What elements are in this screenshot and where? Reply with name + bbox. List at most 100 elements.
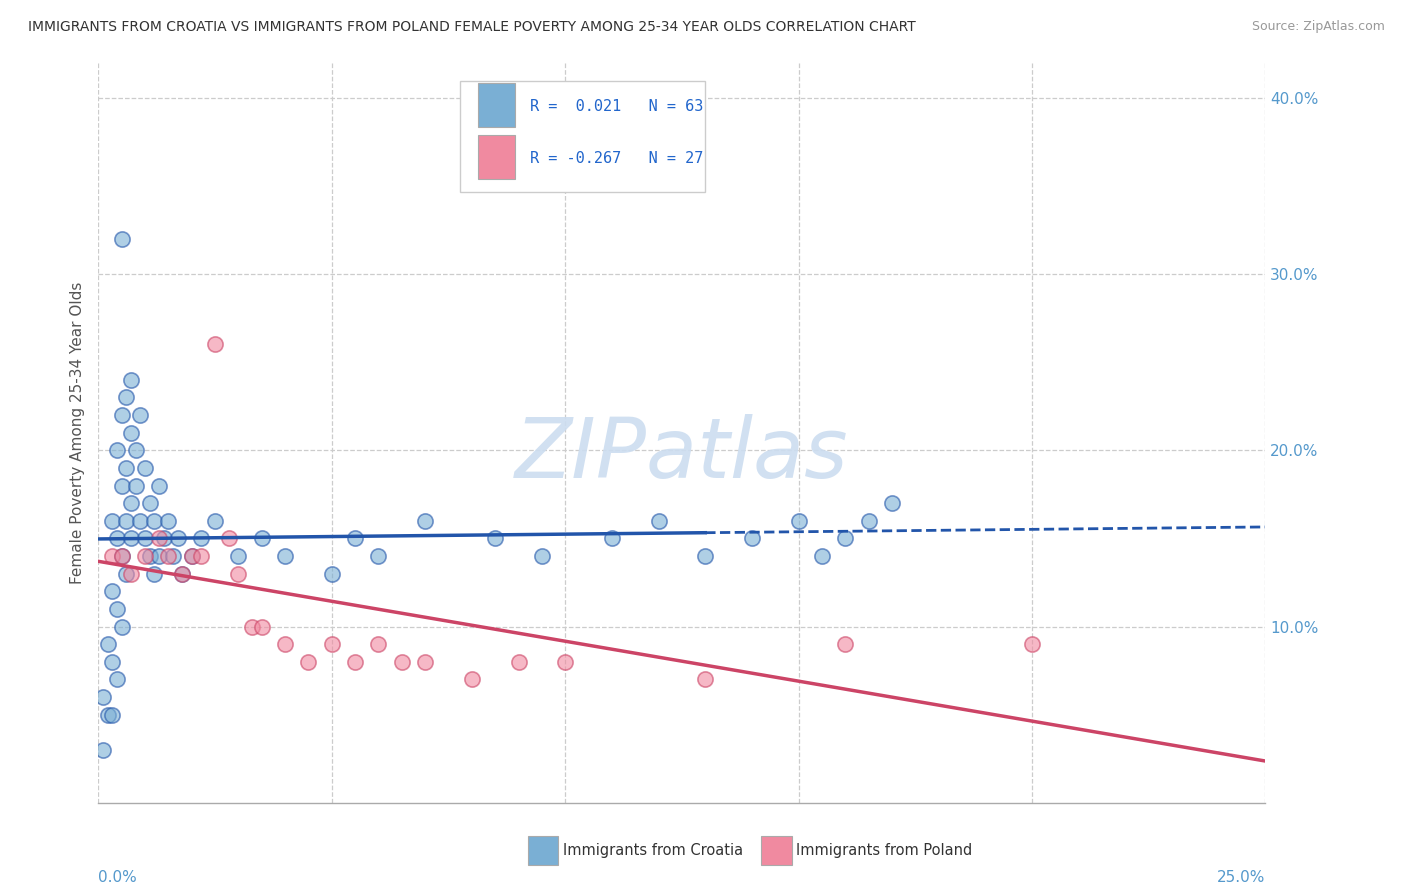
FancyBboxPatch shape [527,836,558,865]
Text: IMMIGRANTS FROM CROATIA VS IMMIGRANTS FROM POLAND FEMALE POVERTY AMONG 25-34 YEA: IMMIGRANTS FROM CROATIA VS IMMIGRANTS FR… [28,20,915,34]
Point [115,566,138,581]
Point [413,655,436,669]
Point [880,496,903,510]
Point [101,584,124,599]
Point [647,514,669,528]
Point [115,514,138,528]
Point [413,514,436,528]
Point [129,514,152,528]
Point [858,514,880,528]
Point [190,549,212,563]
Point [157,514,180,528]
Point [250,619,273,633]
Text: R =  0.021   N = 63: R = 0.021 N = 63 [530,99,703,114]
Text: ZIPatlas: ZIPatlas [515,414,849,495]
Point [484,532,506,546]
Point [120,532,142,546]
Point [120,496,142,510]
Point [105,532,128,546]
Point [143,514,166,528]
Point [111,232,134,246]
FancyBboxPatch shape [478,83,515,127]
Point [101,549,124,563]
Point [242,619,264,633]
Point [600,532,623,546]
Point [139,496,162,510]
Point [367,549,389,563]
Point [105,602,128,616]
Text: Immigrants from Croatia: Immigrants from Croatia [562,844,742,858]
Point [120,425,142,440]
Point [162,549,184,563]
Point [204,337,226,351]
Point [91,743,114,757]
Point [834,532,856,546]
Point [97,637,120,651]
Point [228,549,250,563]
Point [274,549,297,563]
Text: R = -0.267   N = 27: R = -0.267 N = 27 [530,151,703,166]
Point [180,549,202,563]
Point [274,637,297,651]
Point [695,549,717,563]
Point [111,478,134,492]
Point [111,549,134,563]
Point [508,655,530,669]
FancyBboxPatch shape [761,836,792,865]
Point [148,549,170,563]
Point [115,390,138,404]
Point [101,655,124,669]
Point [228,566,250,581]
Point [105,673,128,687]
Point [1021,637,1043,651]
Point [367,637,389,651]
Point [91,690,114,704]
Point [554,655,576,669]
FancyBboxPatch shape [478,135,515,178]
Point [180,549,202,563]
Point [139,549,162,563]
Point [741,532,763,546]
Point [105,443,128,458]
Point [391,655,413,669]
Point [695,673,717,687]
Point [834,637,856,651]
Text: Source: ZipAtlas.com: Source: ZipAtlas.com [1251,20,1385,33]
Point [148,478,170,492]
Point [190,532,212,546]
Point [125,443,148,458]
Point [148,532,170,546]
Point [344,655,367,669]
Point [321,637,343,651]
Point [811,549,834,563]
Point [172,566,194,581]
Point [129,408,152,422]
Point [218,532,240,546]
FancyBboxPatch shape [460,81,706,192]
Point [172,566,194,581]
Text: 25.0%: 25.0% [1218,870,1265,885]
Point [111,408,134,422]
Y-axis label: Female Poverty Among 25-34 Year Olds: Female Poverty Among 25-34 Year Olds [69,282,84,583]
Point [111,549,134,563]
Point [125,478,148,492]
Point [115,461,138,475]
Point [157,549,180,563]
Point [530,549,553,563]
Point [250,532,273,546]
Point [134,532,156,546]
Point [152,532,174,546]
Point [344,532,367,546]
Point [134,461,156,475]
Point [134,549,156,563]
Point [120,373,142,387]
Point [101,707,124,722]
Point [461,673,484,687]
Text: 0.0%: 0.0% [98,870,138,885]
Point [204,514,226,528]
Text: Immigrants from Poland: Immigrants from Poland [796,844,973,858]
Point [120,566,142,581]
Point [166,532,188,546]
Point [297,655,319,669]
Point [101,514,124,528]
